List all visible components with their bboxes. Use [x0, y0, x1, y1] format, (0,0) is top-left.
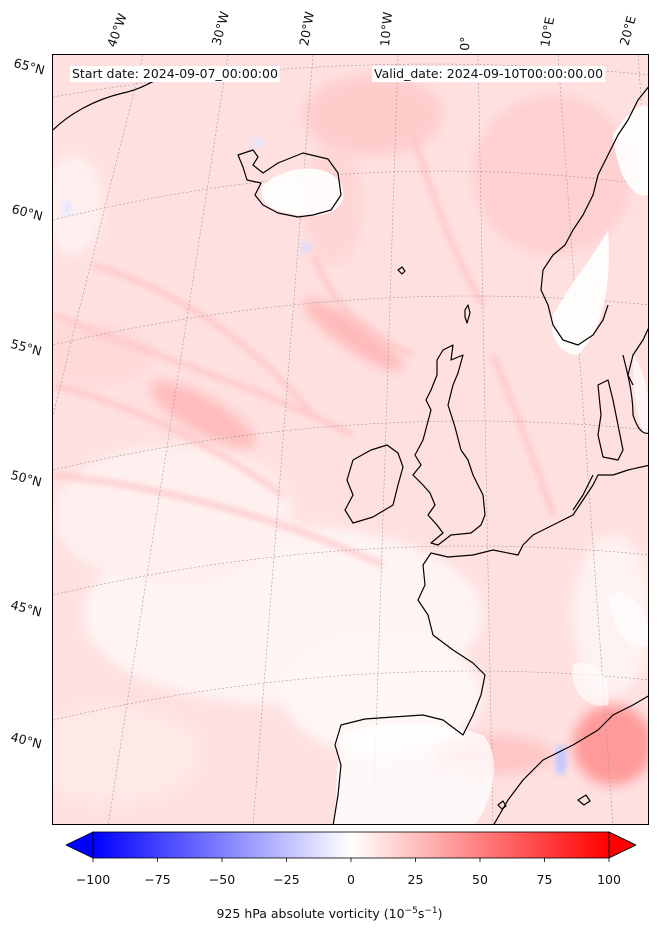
colorbar-title-end: ) — [437, 906, 443, 922]
lon-label-10w: 10°W — [377, 11, 396, 48]
coastline-denmark — [597, 379, 624, 461]
lat-label-65n: 65°N — [12, 55, 47, 78]
coastlines — [53, 74, 648, 824]
lat-label-60n: 60°N — [10, 201, 45, 224]
colorbar-tick-label: −50 — [208, 872, 236, 887]
coastline-europe — [332, 464, 648, 824]
colorbar-title-unit: s — [417, 906, 425, 922]
map-panel — [52, 54, 649, 825]
lon-label-0: 0° — [457, 36, 473, 51]
colorbar-title-main: 925 hPa absolute vorticity (10 — [216, 906, 405, 922]
lon-label-40w: 40°W — [103, 11, 130, 49]
land-fill — [261, 105, 648, 824]
colorbar-extend-low — [66, 831, 94, 859]
lon-label-20w: 20°W — [296, 10, 317, 47]
colorbar-gradient — [92, 831, 610, 859]
vorticity-streaks — [53, 134, 556, 568]
lon-label-30w: 30°W — [208, 9, 232, 47]
colorbar-extend-high — [608, 831, 636, 859]
colorbar-ticks — [92, 858, 610, 862]
lat-label-40n: 40°N — [9, 729, 44, 752]
colorbar-title-exponent-2: −1 — [424, 906, 438, 916]
lat-label-45n: 45°N — [9, 597, 44, 620]
colorbar — [66, 831, 636, 862]
graticule-lines — [53, 55, 648, 824]
colorbar-tick-label: −25 — [273, 872, 300, 887]
colorbar-tick-label: −75 — [144, 872, 171, 887]
vorticity-map — [53, 55, 648, 824]
lon-label-20e: 20°E — [616, 14, 639, 48]
lat-label-55n: 55°N — [9, 336, 44, 359]
colorbar-title-exponent-1: −5 — [404, 906, 418, 916]
coastline-great-britain — [412, 344, 486, 546]
lon-label-10e: 10°E — [537, 15, 558, 49]
colorbar-tick-label: 75 — [536, 872, 553, 887]
coastline-norway — [542, 86, 648, 271]
coastline-iceland — [237, 149, 342, 218]
colorbar-tick-label: 25 — [407, 872, 424, 887]
colorbar-title: 925 hPa absolute vorticity (10−5s−1) — [0, 906, 659, 921]
colorbar-tick-label: 100 — [597, 872, 621, 887]
valid-date-label: Valid_date: 2024-09-10T00:00:00.00 — [372, 66, 606, 82]
start-date-label: Start date: 2024-09-07_00:00:00 — [70, 66, 280, 82]
coastline-ireland — [344, 444, 404, 524]
colorbar-tick-label: −100 — [75, 872, 111, 887]
lat-label-50n: 50°N — [9, 467, 44, 490]
colorbar-tick-label: 0 — [347, 872, 355, 887]
colorbar-tick-label: 50 — [472, 872, 488, 887]
